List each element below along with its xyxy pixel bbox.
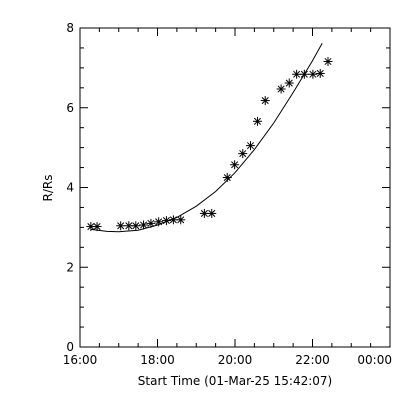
data-point — [292, 69, 302, 79]
data-point — [276, 84, 286, 94]
x-tick-label: 00:00 — [357, 353, 392, 367]
x-axis: 16:00 18:00 20:00 22:00 00:00 — [63, 28, 392, 367]
data-point — [116, 221, 126, 231]
data-point — [92, 222, 102, 232]
y-tick-label: 4 — [66, 181, 74, 195]
data-point — [176, 215, 186, 225]
data-point — [252, 116, 262, 126]
y-tick-label: 8 — [66, 21, 74, 35]
x-axis-title: Start Time (01-Mar-25 15:42:07) — [138, 374, 332, 388]
fit-curve — [90, 42, 323, 233]
data-point — [246, 141, 255, 151]
y-tick-label: 6 — [66, 101, 74, 115]
data-point — [222, 173, 232, 183]
data-point — [139, 220, 149, 230]
y-axis-title: R/Rs — [41, 175, 55, 202]
data-point — [323, 56, 333, 66]
data-point — [207, 208, 217, 218]
data-point — [131, 221, 141, 231]
x-tick-label: 20:00 — [218, 353, 253, 367]
data-point — [315, 68, 325, 78]
data-point — [260, 96, 270, 106]
data-series — [86, 42, 333, 233]
plot-frame — [79, 27, 391, 348]
y-axis: 0 2 4 6 8 — [66, 21, 390, 354]
y-tick-label: 0 — [66, 340, 74, 354]
x-tick-label: 18:00 — [140, 353, 175, 367]
data-point — [161, 216, 171, 226]
data-point — [308, 69, 318, 79]
data-point — [146, 218, 156, 228]
data-point — [154, 217, 164, 227]
x-tick-label: 22:00 — [295, 353, 330, 367]
data-point — [238, 149, 248, 159]
y-tick-label: 2 — [66, 260, 74, 274]
data-point — [284, 78, 294, 88]
data-point — [299, 69, 309, 79]
x-tick-label: 16:00 — [63, 353, 98, 367]
data-point — [230, 160, 240, 170]
